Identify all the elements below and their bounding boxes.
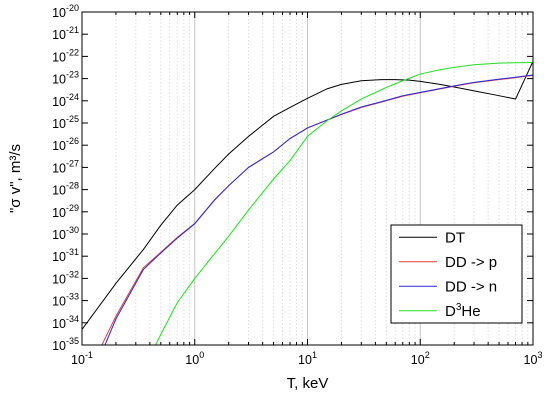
legend-box — [390, 224, 523, 324]
y-tick-label: 10-35 — [52, 336, 79, 353]
tick-labels: 10-1 100 101 102 103 10-35 10-34 10-33 10-32 10-3… — [52, 3, 542, 367]
x-tick-label: 100 — [185, 350, 204, 367]
x-axis-title: T, keV — [287, 375, 329, 392]
series-layer — [82, 61, 533, 345]
y-tick-label: 10-28 — [52, 181, 79, 198]
y-tick-label: 10-29 — [52, 203, 79, 220]
x-tick-label: 103 — [524, 350, 543, 367]
y-tick-label: 10-24 — [52, 92, 79, 109]
x-tick-label: 102 — [411, 350, 430, 367]
legend-label: DD -> p — [445, 254, 497, 271]
y-tick-label: 10-23 — [52, 70, 79, 87]
legend: DT DD -> p DD -> n D3He — [390, 224, 523, 324]
y-axis-title: "σ v", m³/s — [7, 144, 24, 213]
series-line-3 — [104, 74, 533, 345]
series-line-4 — [155, 62, 533, 345]
y-tick-label: 10-25 — [52, 114, 79, 131]
y-tick-label: 10-34 — [52, 314, 79, 331]
y-tick-label: 10-27 — [52, 158, 79, 175]
y-tick-label: 10-26 — [52, 136, 79, 153]
y-tick-label: 10-22 — [52, 47, 79, 64]
y-tick-label: 10-30 — [52, 225, 79, 242]
legend-label: DD -> n — [445, 278, 497, 295]
series-line-1 — [82, 61, 533, 330]
x-tick-label: 10-1 — [71, 350, 93, 367]
ticks-layer — [81, 11, 534, 346]
legend-label: D3He — [445, 302, 481, 320]
y-tick-label: 10-32 — [52, 269, 79, 286]
y-tick-label: 10-21 — [52, 25, 79, 42]
x-tick-label: 101 — [298, 350, 317, 367]
y-tick-label: 10-33 — [52, 292, 79, 309]
y-tick-label: 10-20 — [52, 3, 79, 20]
y-tick-label: 10-31 — [52, 247, 79, 264]
legend-label: DT — [445, 229, 465, 246]
